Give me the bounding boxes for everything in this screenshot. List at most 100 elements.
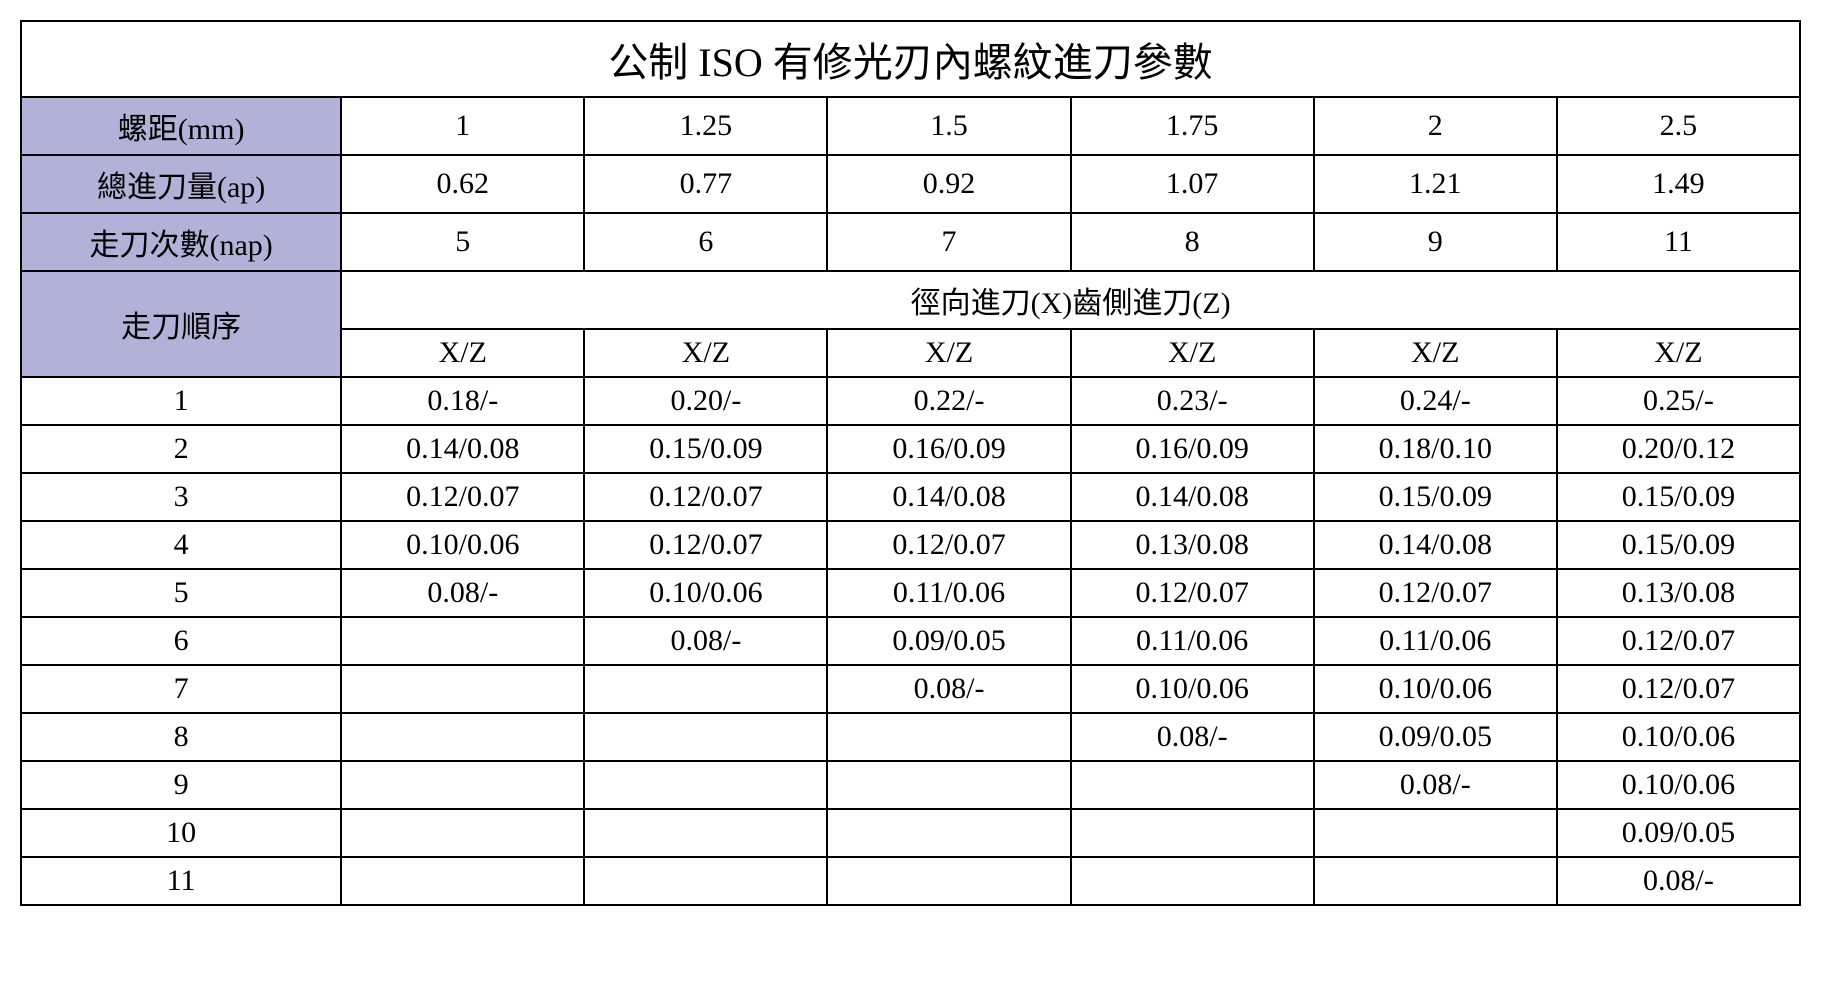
total-ap-value: 0.77 [584,155,827,213]
data-cell: 0.12/0.07 [1557,665,1800,713]
data-cell [341,665,584,713]
sequence-number: 8 [21,713,341,761]
total-ap-row: 總進刀量(ap) 0.62 0.77 0.92 1.07 1.21 1.49 [21,155,1800,213]
threading-params-table: 公制 ISO 有修光刃內螺紋進刀參數 螺距(mm) 1 1.25 1.5 1.7… [20,20,1801,906]
pitch-value: 1 [341,97,584,155]
data-row: 40.10/0.060.12/0.070.12/0.070.13/0.080.1… [21,521,1800,569]
data-cell: 0.14/0.08 [1071,473,1314,521]
data-cell [1071,857,1314,905]
data-cell: 0.20/0.12 [1557,425,1800,473]
data-cell: 0.14/0.08 [827,473,1070,521]
sequence-number: 2 [21,425,341,473]
data-cell [827,761,1070,809]
pitch-value: 1.75 [1071,97,1314,155]
data-cell [827,713,1070,761]
data-cell: 0.14/0.08 [1314,521,1557,569]
data-cell: 0.09/0.05 [827,617,1070,665]
total-ap-value: 1.49 [1557,155,1800,213]
data-cell: 0.11/0.06 [1071,617,1314,665]
xz-header: X/Z [1557,329,1800,377]
title-row: 公制 ISO 有修光刃內螺紋進刀參數 [21,21,1800,97]
data-cell: 0.18/0.10 [1314,425,1557,473]
data-row: 8 0.08/-0.09/0.050.10/0.06 [21,713,1800,761]
sequence-number: 9 [21,761,341,809]
sequence-number: 3 [21,473,341,521]
data-cell: 0.09/0.05 [1314,713,1557,761]
pitch-value: 1.5 [827,97,1070,155]
data-cell: 0.15/0.09 [1314,473,1557,521]
infeed-header-row: 走刀順序 徑向進刀(X)齒側進刀(Z) [21,271,1800,329]
data-cell [1071,809,1314,857]
data-cell: 0.11/0.06 [1314,617,1557,665]
data-cell: 0.11/0.06 [827,569,1070,617]
data-cell: 0.25/- [1557,377,1800,425]
data-cell [341,809,584,857]
data-row: 50.08/-0.10/0.060.11/0.060.12/0.070.12/0… [21,569,1800,617]
xz-header: X/Z [827,329,1070,377]
data-row: 10.18/-0.20/-0.22/-0.23/-0.24/-0.25/- [21,377,1800,425]
data-cell: 0.10/0.06 [1557,761,1800,809]
sequence-number: 11 [21,857,341,905]
nap-value: 5 [341,213,584,271]
data-cell: 0.12/0.07 [341,473,584,521]
sequence-number: 4 [21,521,341,569]
data-cell: 0.13/0.08 [1071,521,1314,569]
data-cell: 0.13/0.08 [1557,569,1800,617]
data-cell: 0.16/0.09 [827,425,1070,473]
pitch-value: 2 [1314,97,1557,155]
xz-header: X/Z [584,329,827,377]
total-ap-value: 1.07 [1071,155,1314,213]
data-cell: 0.08/- [1071,713,1314,761]
total-ap-label: 總進刀量(ap) [21,155,341,213]
data-cell: 0.16/0.09 [1071,425,1314,473]
data-cell [827,809,1070,857]
data-cell: 0.10/0.06 [1314,665,1557,713]
sequence-number: 10 [21,809,341,857]
data-cell [341,857,584,905]
data-row: 30.12/0.070.12/0.070.14/0.080.14/0.080.1… [21,473,1800,521]
data-cell: 0.24/- [1314,377,1557,425]
sequence-number: 7 [21,665,341,713]
data-cell: 0.15/0.09 [1557,473,1800,521]
pitch-row: 螺距(mm) 1 1.25 1.5 1.75 2 2.5 [21,97,1800,155]
data-cell: 0.10/0.06 [1557,713,1800,761]
data-cell [1314,857,1557,905]
total-ap-value: 1.21 [1314,155,1557,213]
data-cell [827,857,1070,905]
table-title: 公制 ISO 有修光刃內螺紋進刀參數 [21,21,1800,97]
sequence-number: 6 [21,617,341,665]
data-cell: 0.12/0.07 [584,521,827,569]
data-cell [584,857,827,905]
xz-header: X/Z [1071,329,1314,377]
data-cell [341,761,584,809]
pitch-label: 螺距(mm) [21,97,341,155]
sequence-label: 走刀順序 [21,271,341,377]
nap-value: 11 [1557,213,1800,271]
data-cell: 0.14/0.08 [341,425,584,473]
nap-value: 7 [827,213,1070,271]
data-cell: 0.12/0.07 [1314,569,1557,617]
data-cell: 0.12/0.07 [1071,569,1314,617]
sequence-number: 1 [21,377,341,425]
nap-value: 6 [584,213,827,271]
data-row: 20.14/0.080.15/0.090.16/0.090.16/0.090.1… [21,425,1800,473]
data-row: 90.08/-0.10/0.06 [21,761,1800,809]
data-cell: 0.12/0.07 [827,521,1070,569]
total-ap-value: 0.92 [827,155,1070,213]
data-cell: 0.08/- [1557,857,1800,905]
data-cell: 0.08/- [584,617,827,665]
data-cell [584,713,827,761]
nap-value: 9 [1314,213,1557,271]
data-cell: 0.12/0.07 [1557,617,1800,665]
nap-value: 8 [1071,213,1314,271]
pitch-value: 1.25 [584,97,827,155]
sequence-number: 5 [21,569,341,617]
data-row: 100.09/0.05 [21,809,1800,857]
total-ap-value: 0.62 [341,155,584,213]
data-cell: 0.18/- [341,377,584,425]
data-cell: 0.08/- [827,665,1070,713]
data-cell [1314,809,1557,857]
data-cell [1071,761,1314,809]
pitch-value: 2.5 [1557,97,1800,155]
data-cell: 0.10/0.06 [584,569,827,617]
